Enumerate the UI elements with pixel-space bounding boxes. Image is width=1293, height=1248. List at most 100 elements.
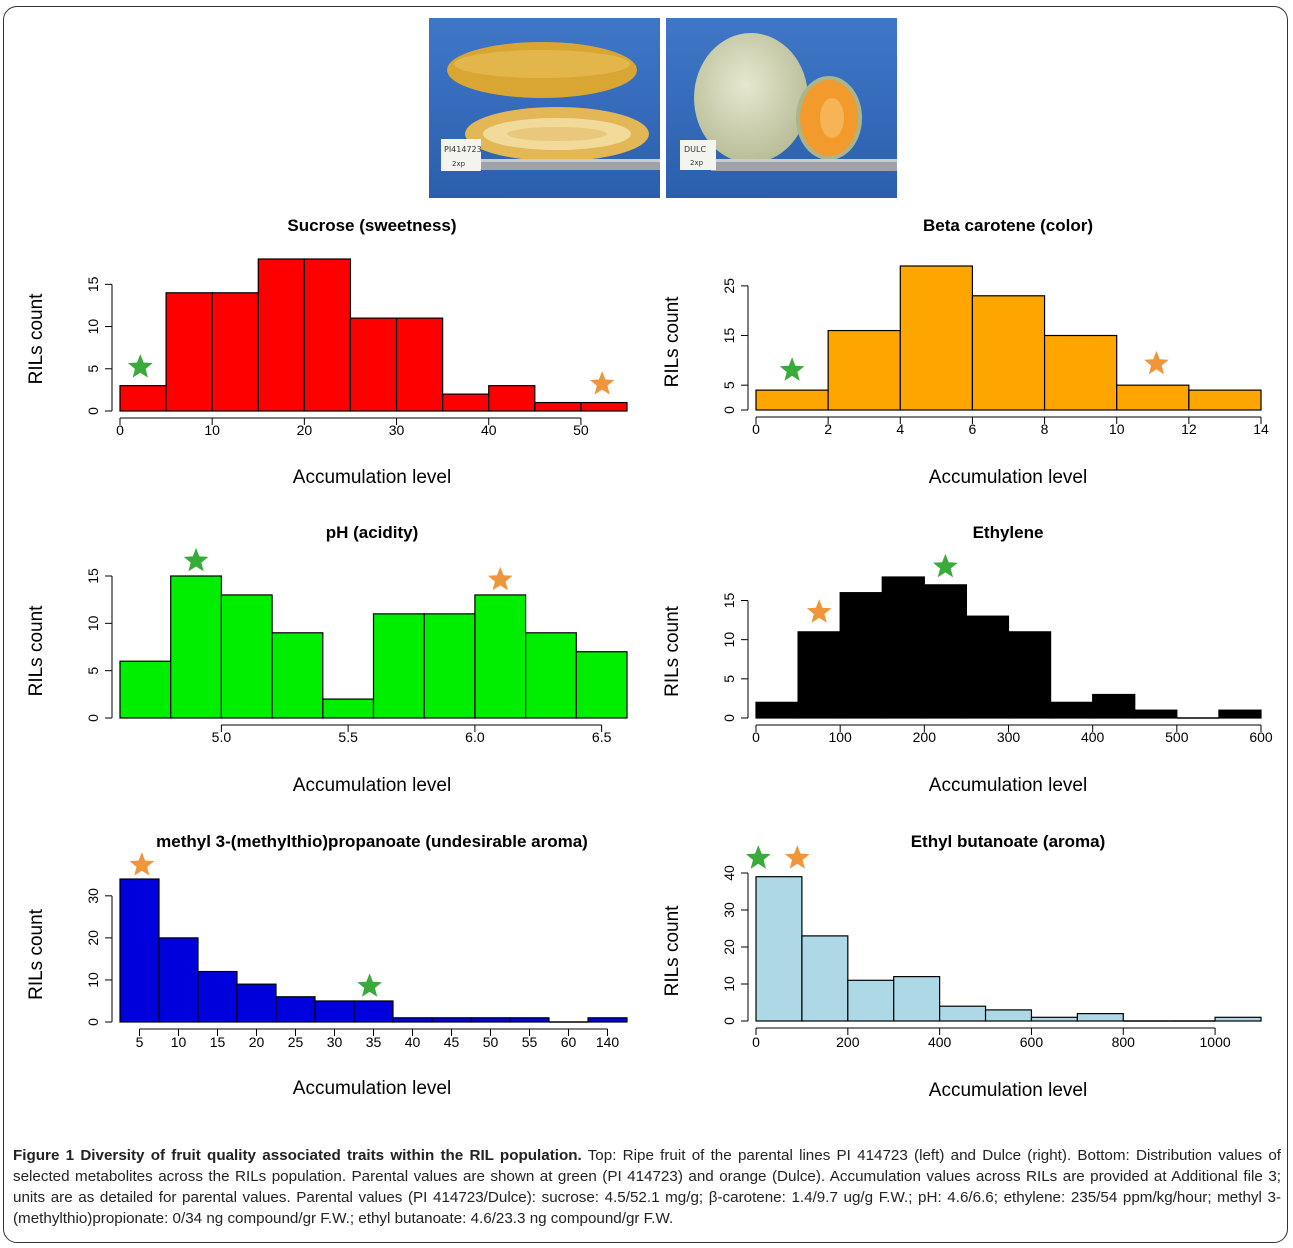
x-tick-label: 400 — [928, 1034, 952, 1050]
histogram-bar — [580, 401, 628, 412]
label-tag — [680, 140, 716, 170]
histogram-bar — [1188, 389, 1262, 411]
x-tick-label: 600 — [1020, 1034, 1044, 1050]
green-star-icon — [745, 845, 771, 869]
y-tick-label: 30 — [85, 888, 101, 904]
chart-panel-ethylene: Ethylene 0 100 200 300 400 500 600 0 5 10 15 Accumul… — [646, 513, 1291, 808]
x-tick-label: 50 — [483, 1034, 499, 1050]
histogram-bar — [1076, 1013, 1124, 1022]
y-axis-label: RILs count — [26, 605, 47, 697]
orange-star-icon — [129, 852, 155, 876]
histogram-bar — [431, 1017, 472, 1023]
histogram-bar — [170, 575, 222, 719]
histogram-bar — [971, 295, 1046, 411]
histogram-bar — [1116, 384, 1190, 411]
y-axis-label: RILs count — [662, 605, 683, 697]
histogram-bar — [1030, 1016, 1078, 1022]
histogram-bar — [534, 401, 582, 412]
x-tick-label: 4 — [896, 421, 904, 437]
x-tick-label: 30 — [389, 422, 405, 438]
x-tick-label: 800 — [1112, 1034, 1136, 1050]
y-axis-label: RILs count — [26, 293, 47, 385]
x-tick-label: 140 — [596, 1034, 620, 1050]
histogram-bar — [839, 592, 883, 719]
chart-title-methyl-propanoate: methyl 3-(methylthio)propanoate (undesir… — [156, 832, 588, 851]
orange-star-icon — [784, 845, 810, 869]
x-axis-label: Accumulation level — [293, 775, 451, 796]
x-axis-label: Accumulation level — [929, 467, 1087, 488]
y-tick-label: 20 — [85, 930, 101, 946]
y-tick-label: 0 — [721, 714, 737, 722]
y-tick-label: 5 — [721, 675, 737, 683]
x-axis-label: Accumulation level — [293, 467, 451, 488]
histogram-bar — [899, 265, 974, 411]
histogram-bar — [165, 292, 213, 412]
histogram-bar — [236, 983, 277, 1023]
figure-frame — [3, 6, 1288, 1243]
histogram-bar — [349, 317, 398, 412]
x-tick-label: 50 — [573, 422, 589, 438]
histogram-bar — [1049, 701, 1094, 719]
histogram-bar — [158, 937, 199, 1023]
histogram-bar — [322, 698, 375, 719]
figure-caption: Figure 1 Diversity of fruit quality asso… — [13, 1145, 1281, 1229]
green-star-icon — [183, 547, 209, 572]
histogram-bar — [524, 632, 577, 719]
x-tick-label: 45 — [444, 1034, 460, 1050]
x-tick-label: 10 — [171, 1034, 187, 1050]
chart-title-ph: pH (acidity) — [326, 523, 419, 542]
x-axis-label: Accumulation level — [293, 1078, 451, 1099]
x-tick-label: 5 — [136, 1034, 144, 1050]
x-tick-label: 10 — [204, 422, 220, 438]
x-axis-label: Accumulation level — [929, 1080, 1087, 1101]
green-star-icon — [127, 354, 153, 378]
histogram-bar — [1218, 709, 1262, 719]
histogram-bar — [470, 1017, 511, 1023]
histogram-bar — [575, 651, 628, 719]
y-tick-label: 5 — [85, 365, 101, 373]
orange-star-icon — [1144, 350, 1169, 375]
y-tick-label: 10 — [85, 615, 101, 631]
x-tick-label: 20 — [297, 422, 313, 438]
green-star-icon — [779, 357, 805, 381]
y-tick-label: 5 — [85, 667, 101, 675]
caption-title: Figure 1 Diversity of fruit quality asso… — [13, 1147, 582, 1164]
histogram-bar — [827, 329, 901, 411]
whole-melon-icon — [694, 33, 808, 163]
y-tick-label: 0 — [85, 1018, 101, 1026]
x-tick-label: 2 — [824, 421, 832, 437]
histogram-bar — [442, 393, 490, 412]
histogram-bar — [423, 613, 476, 719]
x-tick-label: 12 — [1181, 421, 1197, 437]
histogram-bar — [939, 1005, 987, 1022]
x-tick-label: 14 — [1253, 421, 1269, 437]
histogram-bar — [923, 584, 968, 719]
y-tick-label: 15 — [721, 593, 737, 609]
histogram-bar — [801, 935, 849, 1022]
chart-panel-ethyl-butanoate: Ethyl butanoate (aroma) 0 200 400 600 800 1000… — [646, 822, 1291, 1122]
y-tick-label: 25 — [721, 278, 737, 294]
photo-dulce-fruit: DULC 2xp — [666, 18, 897, 198]
x-tick-label: 35 — [366, 1034, 382, 1050]
x-tick-label: 0 — [752, 729, 760, 745]
histogram-bar — [1134, 709, 1178, 719]
photo-pi414723-fruit: PI414723 2xp — [429, 18, 660, 198]
x-axis-label: Accumulation level — [929, 775, 1087, 796]
label-tag — [441, 139, 481, 171]
x-tick-label: 6.0 — [465, 729, 485, 745]
histogram-bar — [119, 660, 172, 719]
histogram-bar — [488, 385, 536, 412]
histogram-bar — [755, 876, 803, 1022]
tag-text-line2: 2xp — [690, 159, 704, 167]
histogram-bar — [984, 1009, 1033, 1022]
x-tick-label: 55 — [522, 1034, 538, 1050]
histogram-bar — [220, 594, 273, 719]
green-star-icon — [933, 553, 958, 578]
x-tick-label: 40 — [405, 1034, 421, 1050]
histogram-bar — [1092, 693, 1136, 719]
y-tick-label: 40 — [721, 865, 737, 881]
histogram-bar — [197, 970, 238, 1023]
histogram-bar — [755, 701, 799, 719]
histogram-bar — [847, 979, 895, 1022]
y-tick-label: 20 — [721, 939, 737, 955]
